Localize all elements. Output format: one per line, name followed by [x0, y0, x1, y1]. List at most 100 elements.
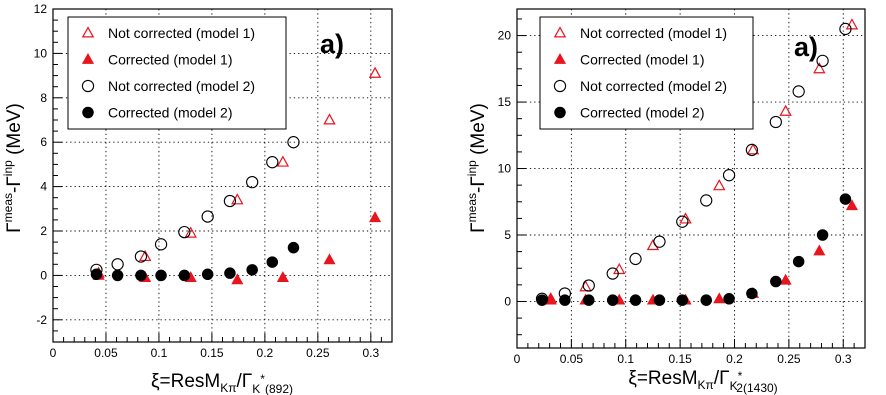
data-point [845, 199, 858, 211]
legend-label: Corrected (model 2) [108, 105, 233, 121]
x-tick-label: 0.05 [560, 352, 584, 366]
x-tick-label: 0.15 [200, 346, 224, 360]
legend-box [539, 16, 754, 130]
y-tick-label: 15 [498, 95, 512, 109]
data-point [839, 22, 852, 36]
data-point [111, 258, 124, 271]
data-point [813, 244, 826, 256]
chart-panel-1: 0 0.05 0.1 0.15 0.2 0.25 0.3 -2 0 2 4 6 8 10 12 Not cor… [1, 2, 393, 395]
data-point [646, 238, 660, 251]
data-point [746, 287, 758, 300]
data-point [201, 210, 214, 223]
x-tick-label: 0.15 [668, 352, 692, 366]
x-tick-label: 0 [514, 352, 521, 366]
data-point [224, 267, 236, 279]
legend-box [67, 16, 287, 130]
data-point [613, 262, 626, 275]
data-point [713, 292, 726, 304]
data-point [779, 104, 792, 116]
data-point [816, 229, 829, 241]
data-point [155, 269, 167, 282]
data-point [839, 193, 852, 205]
legend-label: Corrected (model 1) [108, 52, 233, 68]
legend: Not corrected (model 1) Corrected (model … [539, 16, 754, 130]
data-points [90, 66, 382, 285]
data-point [369, 211, 382, 223]
legend-marker [82, 106, 94, 119]
x-tick-label: 0.1 [617, 352, 634, 366]
data-point [287, 136, 300, 149]
data-point [722, 169, 736, 182]
legend-marker [81, 79, 95, 93]
data-point [178, 269, 191, 282]
y-tick-label: 6 [40, 135, 47, 149]
y-tick-label: 10 [34, 46, 48, 60]
legend-marker [553, 79, 567, 93]
data-point [746, 143, 760, 155]
data-point [676, 215, 689, 228]
legend-label: Corrected (model 2) [580, 105, 705, 121]
data-point [713, 179, 726, 191]
legend: Not corrected (model 1) Corrected (model … [67, 16, 287, 130]
data-point [582, 279, 595, 292]
y-axis-title: Γmeas-Γinp (MeV) [1, 103, 25, 233]
data-point [583, 294, 595, 306]
x-tick-label: 0.2 [257, 346, 274, 360]
data-point [559, 294, 571, 306]
data-point [816, 54, 829, 67]
data-point [90, 268, 103, 281]
y-tick-label: 10 [498, 162, 512, 176]
x-tick-label: 0.05 [94, 346, 118, 360]
data-point [287, 241, 300, 254]
x-tick-label: 0.3 [362, 346, 379, 360]
data-point [231, 273, 244, 285]
data-point [134, 250, 148, 263]
legend-label: Not corrected (model 1) [580, 25, 727, 41]
data-point [629, 252, 642, 266]
y-tick-label: 0 [504, 294, 511, 308]
x-axis-title: ξ=ResMKπ/ΓK* 2(1430) [628, 368, 777, 395]
y-tick-label: 2 [40, 224, 47, 238]
data-point [201, 268, 214, 281]
data-point [184, 226, 197, 238]
data-point [813, 62, 826, 74]
data-point [653, 294, 666, 306]
data-point [700, 294, 712, 306]
y-tick-label: 0 [40, 268, 47, 282]
legend-label: Not corrected (model 2) [108, 78, 255, 94]
data-point [266, 256, 279, 268]
data-point [770, 275, 782, 288]
data-point [779, 273, 792, 285]
legend-marker [553, 26, 567, 38]
legend-marker [554, 106, 566, 119]
data-point [653, 235, 666, 248]
y-axis-title: Γmeas-Γinp (MeV) [465, 103, 489, 233]
data-point [792, 85, 805, 98]
data-point [323, 253, 336, 265]
data-point [845, 18, 859, 30]
y-tick-label: 12 [34, 2, 48, 16]
legend-label: Not corrected (model 2) [580, 78, 727, 94]
data-point [679, 212, 692, 224]
data-point [629, 294, 642, 306]
x-tick-label: 0.1 [151, 346, 168, 360]
legend-label: Not corrected (model 1) [108, 25, 255, 41]
data-points [535, 18, 859, 306]
y-tick-label: 20 [498, 29, 512, 43]
data-point [223, 194, 237, 208]
y-tick-label: 5 [504, 228, 511, 242]
y-tick-label: -2 [36, 313, 47, 327]
data-point [276, 155, 290, 167]
legend-label: Corrected (model 1) [580, 52, 705, 68]
data-point [111, 269, 124, 282]
data-point [246, 176, 259, 189]
data-point [676, 294, 689, 306]
x-axis-title: ξ=ResMKπ/ΓK*(892) [151, 371, 293, 395]
panel-label: a) [794, 32, 818, 62]
data-point [276, 271, 289, 283]
data-point [745, 143, 759, 157]
data-point [154, 238, 168, 251]
data-point [792, 255, 805, 268]
legend-marker [81, 53, 95, 64]
